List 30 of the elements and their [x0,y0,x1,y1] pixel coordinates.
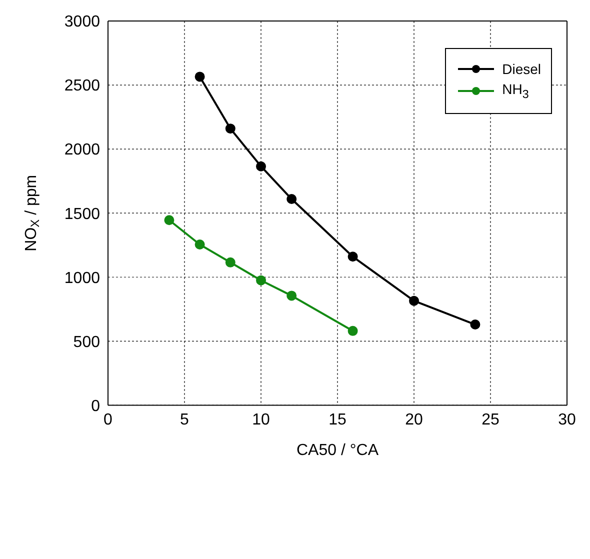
point [348,326,358,336]
y-tick-label: 1500 [64,206,100,223]
x-tick-label: 10 [252,412,270,429]
x-tick-label: 5 [180,412,190,429]
point [194,239,205,250]
legend-label: Diesel [502,61,541,77]
y-tick-label: 1000 [64,270,100,287]
x-tick-label: 20 [405,412,423,429]
point [470,320,480,330]
point [164,215,174,226]
x-tick-label: 30 [558,412,576,429]
y-tick-label: 2500 [64,78,100,95]
point [286,290,297,301]
point [256,161,266,172]
point [409,296,419,306]
legend-label: NH$_{3}$ [502,81,529,101]
point [194,72,205,82]
point [348,252,358,262]
point [225,124,236,134]
x-tick-label: 15 [328,412,346,429]
y-tick-label: 0 [91,398,100,415]
point [256,275,266,286]
x-axis-title: CA50 / °CA [296,442,379,460]
y-tick-label: 2000 [64,142,100,159]
y-tick-label: 3000 [64,14,100,31]
x-tick-label: 25 [482,412,500,429]
point [225,257,236,268]
x-tick-label: 0 [104,412,113,429]
point [286,194,297,204]
y-tick-label: 500 [73,334,100,351]
